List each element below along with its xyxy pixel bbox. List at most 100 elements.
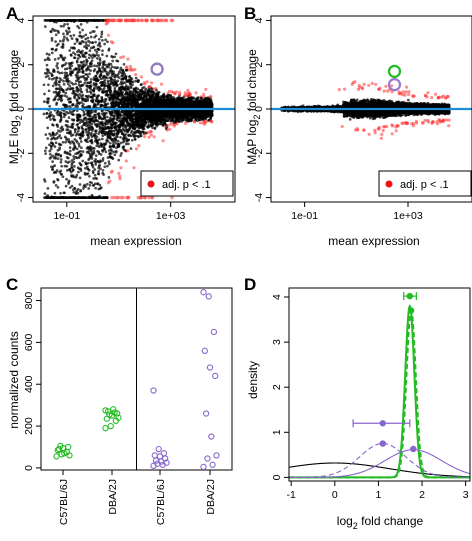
a-point: [70, 118, 74, 121]
a-point: [84, 162, 88, 166]
a-point: [72, 190, 76, 194]
a-point: [134, 79, 137, 83]
a-point-significant: [118, 174, 122, 178]
a-point: [102, 173, 105, 176]
a-point: [103, 67, 106, 71]
a-point: [66, 32, 69, 36]
a-point: [75, 140, 79, 144]
a-point: [114, 138, 118, 142]
a-point: [117, 76, 121, 79]
a-point: [106, 164, 109, 168]
a-point: [69, 170, 73, 174]
a-point: [62, 103, 66, 107]
a-point: [76, 67, 80, 70]
a-point: [76, 24, 79, 28]
a-point-significant: [168, 127, 172, 131]
a-point: [57, 80, 61, 83]
a-point: [88, 174, 91, 178]
a-point: [96, 43, 100, 47]
a-point: [140, 89, 143, 92]
a-point: [79, 23, 83, 26]
a-point: [51, 160, 54, 163]
a-point-significant: [150, 81, 154, 85]
a-point: [101, 122, 105, 126]
a-point-significant: [106, 181, 110, 185]
a-point: [97, 54, 100, 57]
a-point: [54, 40, 57, 43]
a-point: [89, 46, 93, 50]
a-point: [72, 155, 76, 158]
a-point: [51, 134, 55, 137]
a-point: [101, 91, 105, 94]
a-point: [66, 128, 70, 132]
a-point: [127, 128, 130, 132]
a-point: [56, 178, 60, 182]
a-point: [161, 102, 165, 106]
a-point: [108, 162, 111, 166]
a-point: [128, 114, 132, 118]
a-point: [113, 92, 117, 96]
a-point: [98, 57, 102, 60]
a-point: [121, 77, 124, 81]
a-point: [112, 143, 115, 147]
a-point: [111, 157, 115, 161]
a-point: [58, 76, 62, 80]
a-point: [45, 72, 49, 75]
a-point: [65, 88, 68, 92]
a-point: [154, 95, 157, 98]
a-point: [66, 151, 69, 155]
a-point: [45, 111, 49, 115]
a-point: [94, 160, 98, 164]
a-point: [90, 193, 94, 197]
a-point: [68, 49, 72, 52]
a-point: [56, 62, 59, 65]
a-point: [47, 114, 51, 118]
a-point: [69, 34, 73, 38]
a-point: [129, 131, 133, 134]
a-point: [168, 112, 172, 116]
a-point: [54, 141, 58, 145]
a-point: [83, 81, 87, 85]
a-point: [104, 100, 107, 103]
a-point: [107, 63, 111, 67]
a-point: [101, 168, 105, 172]
a-point: [67, 179, 71, 183]
a-point: [52, 90, 56, 94]
a-point: [54, 87, 58, 91]
a-point: [81, 150, 85, 153]
a-point: [94, 131, 98, 135]
a-point: [199, 96, 203, 100]
a-point: [86, 136, 90, 140]
a-point: [108, 116, 112, 120]
a-point: [53, 191, 57, 195]
a-point: [84, 128, 88, 132]
a-point: [89, 35, 93, 39]
a-point: [88, 183, 92, 187]
a-point: [119, 122, 123, 125]
a-point: [77, 133, 81, 137]
a-point: [65, 29, 68, 33]
a-point: [90, 157, 94, 160]
a-point: [79, 140, 83, 143]
a-point-significant: [149, 129, 153, 134]
a-point: [120, 92, 123, 95]
a-point-significant: [126, 149, 130, 153]
a-point: [147, 93, 151, 97]
a-point: [92, 45, 96, 49]
a-point: [93, 64, 96, 68]
a-point: [95, 50, 99, 54]
a-point-significant: [142, 81, 146, 85]
a-point: [97, 164, 101, 168]
a-point: [48, 112, 52, 116]
a-point: [67, 97, 71, 100]
a-point: [65, 138, 69, 142]
a-point: [131, 133, 135, 137]
a-point: [65, 110, 68, 114]
a-point: [127, 142, 130, 146]
a-point: [101, 53, 104, 56]
a-point: [62, 24, 65, 28]
a-point-significant: [159, 82, 164, 86]
a-point: [60, 164, 64, 168]
a-point: [113, 86, 117, 90]
a-point: [115, 97, 118, 101]
